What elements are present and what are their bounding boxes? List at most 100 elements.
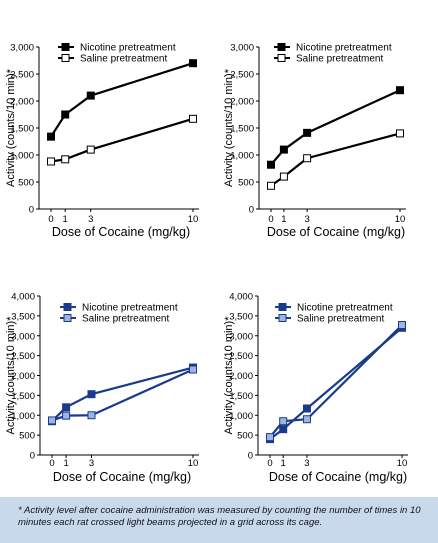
y-tick-label: 500 — [18, 178, 34, 189]
y-tick-label: 1,500 — [11, 391, 35, 402]
y-tick-label: 1,500 — [10, 124, 34, 135]
y-tick-label: 1,500 — [229, 391, 253, 402]
x-tick-label: 3 — [89, 458, 94, 469]
series-line-1 — [269, 324, 403, 438]
data-point — [266, 433, 274, 442]
x-axis-label: Dose of Cocaine (mg/kg) — [52, 225, 190, 239]
y-tick-label: 3,500 — [229, 311, 253, 322]
y-tick-label: 2,000 — [10, 97, 34, 108]
y-tick-label: 3,000 — [10, 43, 34, 54]
data-point — [267, 160, 275, 169]
x-axis-label: Dose of Cocaine (mg/kg) — [269, 470, 407, 484]
data-point — [48, 416, 56, 425]
data-point — [189, 59, 197, 68]
data-point — [302, 415, 311, 424]
y-axis-label: Activity (counts/10 min)* — [223, 316, 235, 435]
footnote: * Activity level after cocaine administr… — [18, 505, 421, 528]
x-tick-label: 3 — [88, 214, 93, 225]
series-line-0 — [50, 62, 194, 138]
y-tick-label: 2,500 — [230, 70, 254, 81]
y-tick-label: 3,500 — [11, 311, 35, 322]
panel-adult-male — [219, 0, 438, 256]
x-axis-label: Dose of Cocaine (mg/kg) — [53, 470, 191, 484]
y-tick-label: 4,000 — [11, 292, 35, 303]
data-point — [62, 411, 71, 420]
series-line-0 — [269, 326, 403, 440]
data-point — [189, 365, 197, 374]
data-point — [396, 129, 404, 138]
legend-marker — [277, 54, 286, 62]
data-point — [267, 181, 275, 190]
y-tick-label: 1,000 — [11, 411, 35, 422]
data-point — [303, 154, 312, 163]
x-tick-label: 1 — [281, 214, 286, 225]
x-axis-label: Dose of Cocaine (mg/kg) — [267, 225, 405, 239]
series-line-0 — [270, 89, 401, 166]
y-tick-label: 0 — [249, 205, 254, 216]
y-tick-label: 500 — [19, 431, 35, 442]
x-tick-label: 0 — [49, 458, 54, 469]
y-tick-label: 3,000 — [11, 331, 35, 342]
data-point — [47, 157, 55, 166]
data-point — [302, 404, 311, 413]
y-tick-label: 1,500 — [230, 124, 254, 135]
y-tick-label: 1,000 — [229, 411, 253, 422]
panel-adolescent-female — [0, 256, 219, 497]
legend-marker — [278, 314, 287, 322]
x-tick-label: 0 — [268, 214, 273, 225]
chart-title-adolescent-female: Adolescent Female Rats — [69, 265, 197, 277]
x-tick-label: 1 — [63, 458, 68, 469]
series-line-1 — [270, 132, 401, 187]
y-tick-label: 3,000 — [229, 331, 253, 342]
y-axis-label: Activity (counts/10 min)* — [5, 68, 17, 187]
data-point — [303, 128, 312, 137]
series-line-1 — [51, 368, 194, 422]
y-tick-label: 0 — [248, 451, 253, 462]
chart-3: 0 500 1,000 1,500 2,000 2,500 3,000 3,500 4,000 0… — [223, 292, 408, 484]
chart-title-adult-female: Adult Female Rats — [288, 265, 384, 277]
y-tick-label: 2,500 — [229, 351, 253, 362]
x-tick-label: 1 — [281, 458, 286, 469]
data-point — [279, 172, 288, 181]
legend-label: Saline pretreatment — [297, 314, 384, 325]
legend-label: Nicotine pretreatment — [80, 43, 176, 54]
y-tick-label: 2,000 — [11, 371, 35, 382]
series-line-0 — [51, 366, 194, 422]
data-point — [86, 91, 95, 100]
y-tick-label: 4,000 — [229, 292, 253, 303]
data-point — [279, 425, 288, 434]
y-tick-label: 1,000 — [10, 151, 34, 162]
y-tick-label: 500 — [238, 178, 254, 189]
y-tick-label: 2,500 — [11, 351, 35, 362]
legend-label: Saline pretreatment — [80, 54, 167, 65]
x-tick-label: 10 — [395, 214, 406, 225]
legend-label: Saline pretreatment — [296, 54, 383, 65]
legend-marker — [278, 303, 287, 311]
x-tick-label: 0 — [48, 214, 53, 225]
data-point — [87, 390, 96, 399]
y-axis-label: Activity (counts/10 min)* — [223, 68, 235, 187]
x-tick-label: 10 — [188, 214, 199, 225]
data-point — [61, 155, 70, 164]
x-tick-label: 0 — [267, 458, 272, 469]
y-tick-label: 3,000 — [230, 43, 254, 54]
legend-label: Nicotine pretreatment — [297, 303, 393, 314]
data-point — [279, 145, 288, 154]
legend-label: Nicotine pretreatment — [82, 303, 178, 314]
data-point — [87, 411, 96, 420]
legend-marker — [277, 43, 286, 51]
y-tick-label: 2,000 — [229, 371, 253, 382]
data-point — [62, 403, 71, 412]
y-tick-label: 1,000 — [230, 151, 254, 162]
x-tick-label: 3 — [304, 458, 309, 469]
chart-title-adolescent-male: Adolescent Male Rats — [69, 15, 183, 27]
legend-marker — [61, 43, 70, 51]
y-tick-label: 0 — [29, 205, 34, 216]
data-point — [189, 114, 197, 123]
legend-marker — [63, 303, 72, 311]
legend-label: Saline pretreatment — [82, 314, 169, 325]
data-point — [47, 132, 55, 141]
data-point — [396, 86, 404, 95]
